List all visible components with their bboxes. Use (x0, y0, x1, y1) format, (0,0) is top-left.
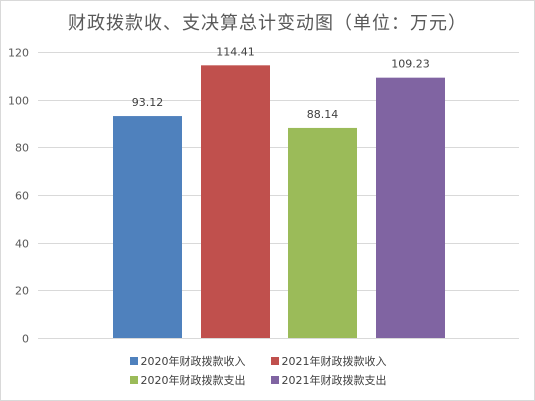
data-labels: 93.12 114.41 88.14 109.23 (132, 45, 430, 121)
legend-swatch-2021-income (270, 356, 279, 365)
bar-1 (113, 116, 182, 339)
bar-4 (376, 77, 445, 338)
y-tick-label-20: 20 (15, 285, 29, 298)
data-label-3: 88.14 (307, 108, 339, 121)
data-label-1: 93.12 (132, 96, 164, 109)
legend-label-2021-expense: 2021年财政拨款支出 (281, 373, 387, 387)
chart-title: 财政拨款收、支决算总计变动图（单位：万元） (68, 13, 467, 34)
legend-swatch-2021-expense (270, 375, 279, 384)
y-tick-label-0: 0 (22, 333, 29, 346)
y-tick-label-40: 40 (15, 238, 29, 251)
y-axis-tick-labels: 0 20 40 60 80 100 120 (8, 47, 29, 346)
y-tick-label-120: 120 (8, 47, 29, 60)
legend-item-2020-expense: 2020年财政拨款支出 (129, 372, 265, 387)
y-tick-label-80: 80 (15, 142, 29, 155)
legend-label-2021-income: 2021年财政拨款收入 (281, 354, 387, 368)
data-label-4: 109.23 (391, 58, 430, 71)
legend-swatch-2020-expense (129, 375, 138, 384)
legend-label-2020-expense: 2020年财政拨款支出 (140, 373, 246, 387)
legend-label-2020-income: 2020年财政拨款收入 (140, 354, 246, 368)
legend-item-2021-expense: 2021年财政拨款支出 (270, 372, 406, 387)
bar-3 (288, 127, 357, 338)
bar-2 (201, 65, 270, 339)
gridlines (38, 52, 519, 339)
legend: 2020年财政拨款收入 2021年财政拨款收入 2020年财政拨款支出 2021… (1, 353, 534, 387)
legend-item-2020-income: 2020年财政拨款收入 (129, 353, 265, 368)
bars (113, 65, 445, 339)
y-tick-label-60: 60 (15, 190, 29, 203)
data-label-2: 114.41 (216, 45, 255, 58)
y-tick-label-100: 100 (8, 95, 29, 108)
legend-item-2021-income: 2021年财政拨款收入 (270, 353, 406, 368)
legend-swatch-2020-income (129, 356, 138, 365)
